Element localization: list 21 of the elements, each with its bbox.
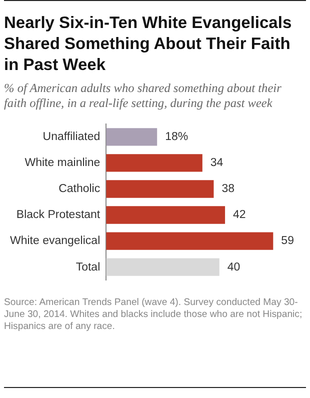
chart-title: Nearly Six-in-Ten White Evangelicals Shared Something About Their Faith in Past Week: [4, 13, 293, 76]
data-label: 40: [227, 261, 240, 274]
y-tick-label: White mainline: [24, 157, 100, 170]
data-label: 34: [210, 157, 224, 170]
bar: [106, 128, 158, 146]
data-label: 42: [233, 209, 246, 222]
bar: [106, 154, 202, 172]
data-label: 59: [281, 235, 294, 248]
data-label: 38: [222, 183, 235, 196]
bar: [106, 232, 274, 250]
y-tick-label: White evangelical: [10, 235, 100, 248]
bar: [106, 258, 220, 276]
y-tick-label: Catholic: [58, 183, 100, 196]
y-tick-label: Total: [76, 261, 100, 274]
y-tick-label: Unaffiliated: [42, 131, 100, 144]
source-note: Source: American Trends Panel (wave 4). Survey conducted May 30-June 30, 2014. Whites and blacks include those who are not Hispanic; Hispanics are of any race.: [4, 297, 304, 333]
chart-subtitle: % of American adults who shared something about their faith offline, in a real-life setting, during the past week: [4, 81, 282, 111]
bar: [106, 180, 214, 198]
data-label: 18%: [165, 131, 188, 144]
y-tick-label: Black Protestant: [16, 209, 101, 222]
bar: [106, 206, 226, 224]
